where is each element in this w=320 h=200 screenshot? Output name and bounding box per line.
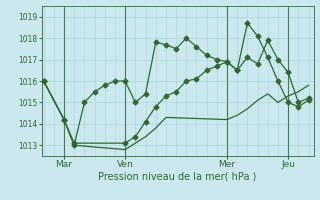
- X-axis label: Pression niveau de la mer( hPa ): Pression niveau de la mer( hPa ): [99, 172, 257, 182]
